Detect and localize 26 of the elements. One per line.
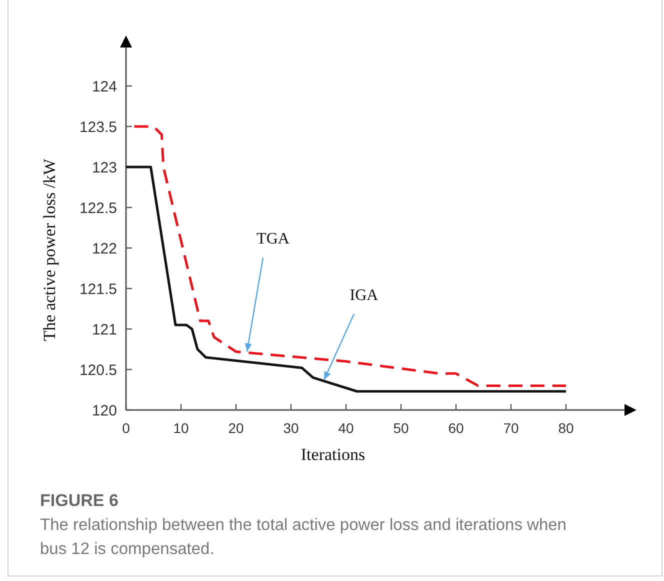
- x-tick-label: 0: [122, 420, 130, 436]
- y-tick-label: 122.5: [79, 200, 117, 217]
- text: The relationship between the total active power loss and iterations when bus 12 is compensated.: [40, 516, 566, 558]
- y-tick-label: 122: [92, 240, 117, 258]
- line-series: [133, 125, 568, 387]
- x-tick-label: 80: [558, 420, 574, 436]
- x-tick-label: 70: [503, 420, 519, 436]
- y-tick-label: 121: [92, 321, 117, 338]
- x-tick-label: 60: [448, 420, 464, 436]
- annotation: IGA: [350, 287, 379, 304]
- y-tick-label: 124: [92, 78, 117, 96]
- x-tick-label: 30: [283, 420, 299, 436]
- x-tick-label: 10: [173, 420, 189, 436]
- x-tick-label: 40: [338, 420, 354, 436]
- y-axis-title: The active power loss /kW: [40, 158, 59, 342]
- y-tick-label: 121.5: [79, 280, 117, 298]
- line-series: [124, 166, 568, 393]
- x-tick-label: 20: [228, 420, 244, 436]
- x-axis-title: Iterations: [300, 445, 366, 464]
- y-tick-label: 123.5: [79, 118, 117, 136]
- x-tick-label: 50: [393, 420, 409, 436]
- annotation: TGA: [256, 230, 290, 248]
- y-tick-label: 123: [92, 159, 117, 176]
- y-tick-label: 120: [92, 402, 117, 420]
- y-tick-label: 120.5: [79, 362, 117, 379]
- caption: FIGURE 6: [40, 491, 118, 510]
